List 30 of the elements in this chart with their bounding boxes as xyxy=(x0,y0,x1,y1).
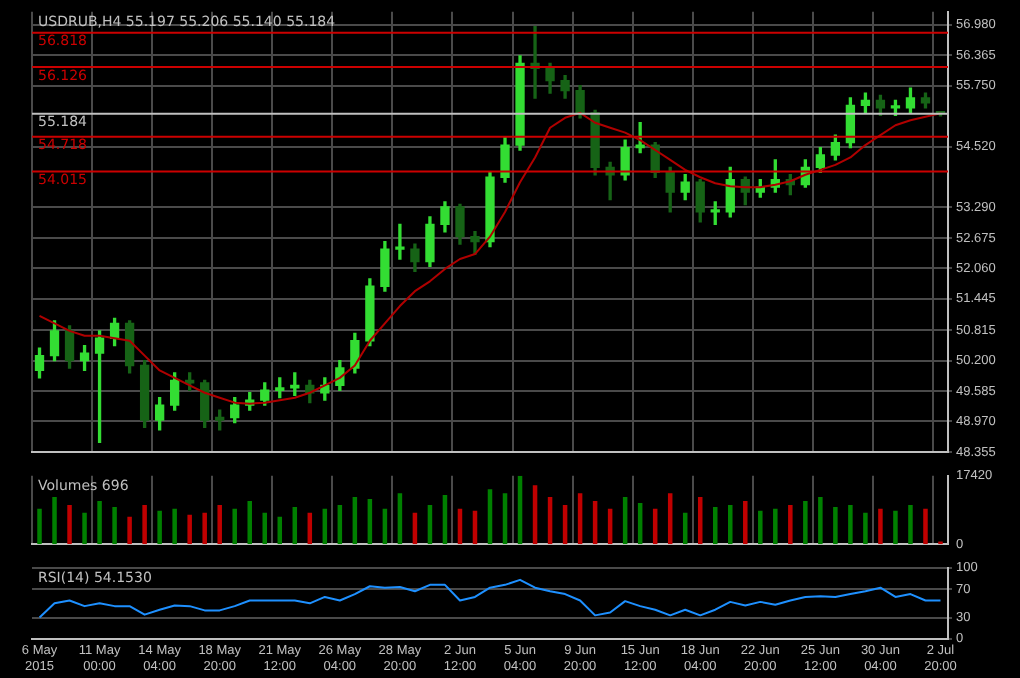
bar xyxy=(908,504,913,545)
bar xyxy=(52,497,57,545)
bar xyxy=(893,510,898,545)
bar xyxy=(37,508,42,545)
bar xyxy=(187,514,192,545)
bar xyxy=(247,501,252,545)
bar xyxy=(773,508,778,545)
bar xyxy=(848,504,853,545)
bar xyxy=(142,504,147,545)
bar xyxy=(788,504,793,545)
bar xyxy=(803,501,808,545)
bar xyxy=(97,501,102,545)
bar xyxy=(878,508,883,545)
bar xyxy=(923,508,928,545)
bar xyxy=(758,510,763,545)
candlestick xyxy=(395,223,405,260)
bar xyxy=(833,506,838,545)
bar xyxy=(127,516,132,545)
bar xyxy=(202,512,207,545)
bar xyxy=(112,506,117,545)
bar xyxy=(728,504,733,545)
bar xyxy=(818,497,823,545)
bar xyxy=(172,508,177,545)
bar xyxy=(67,504,72,545)
bar xyxy=(232,508,237,545)
bar xyxy=(82,512,87,545)
bar xyxy=(217,504,222,545)
bar xyxy=(863,512,868,545)
bar xyxy=(743,501,748,545)
bar xyxy=(157,510,162,545)
